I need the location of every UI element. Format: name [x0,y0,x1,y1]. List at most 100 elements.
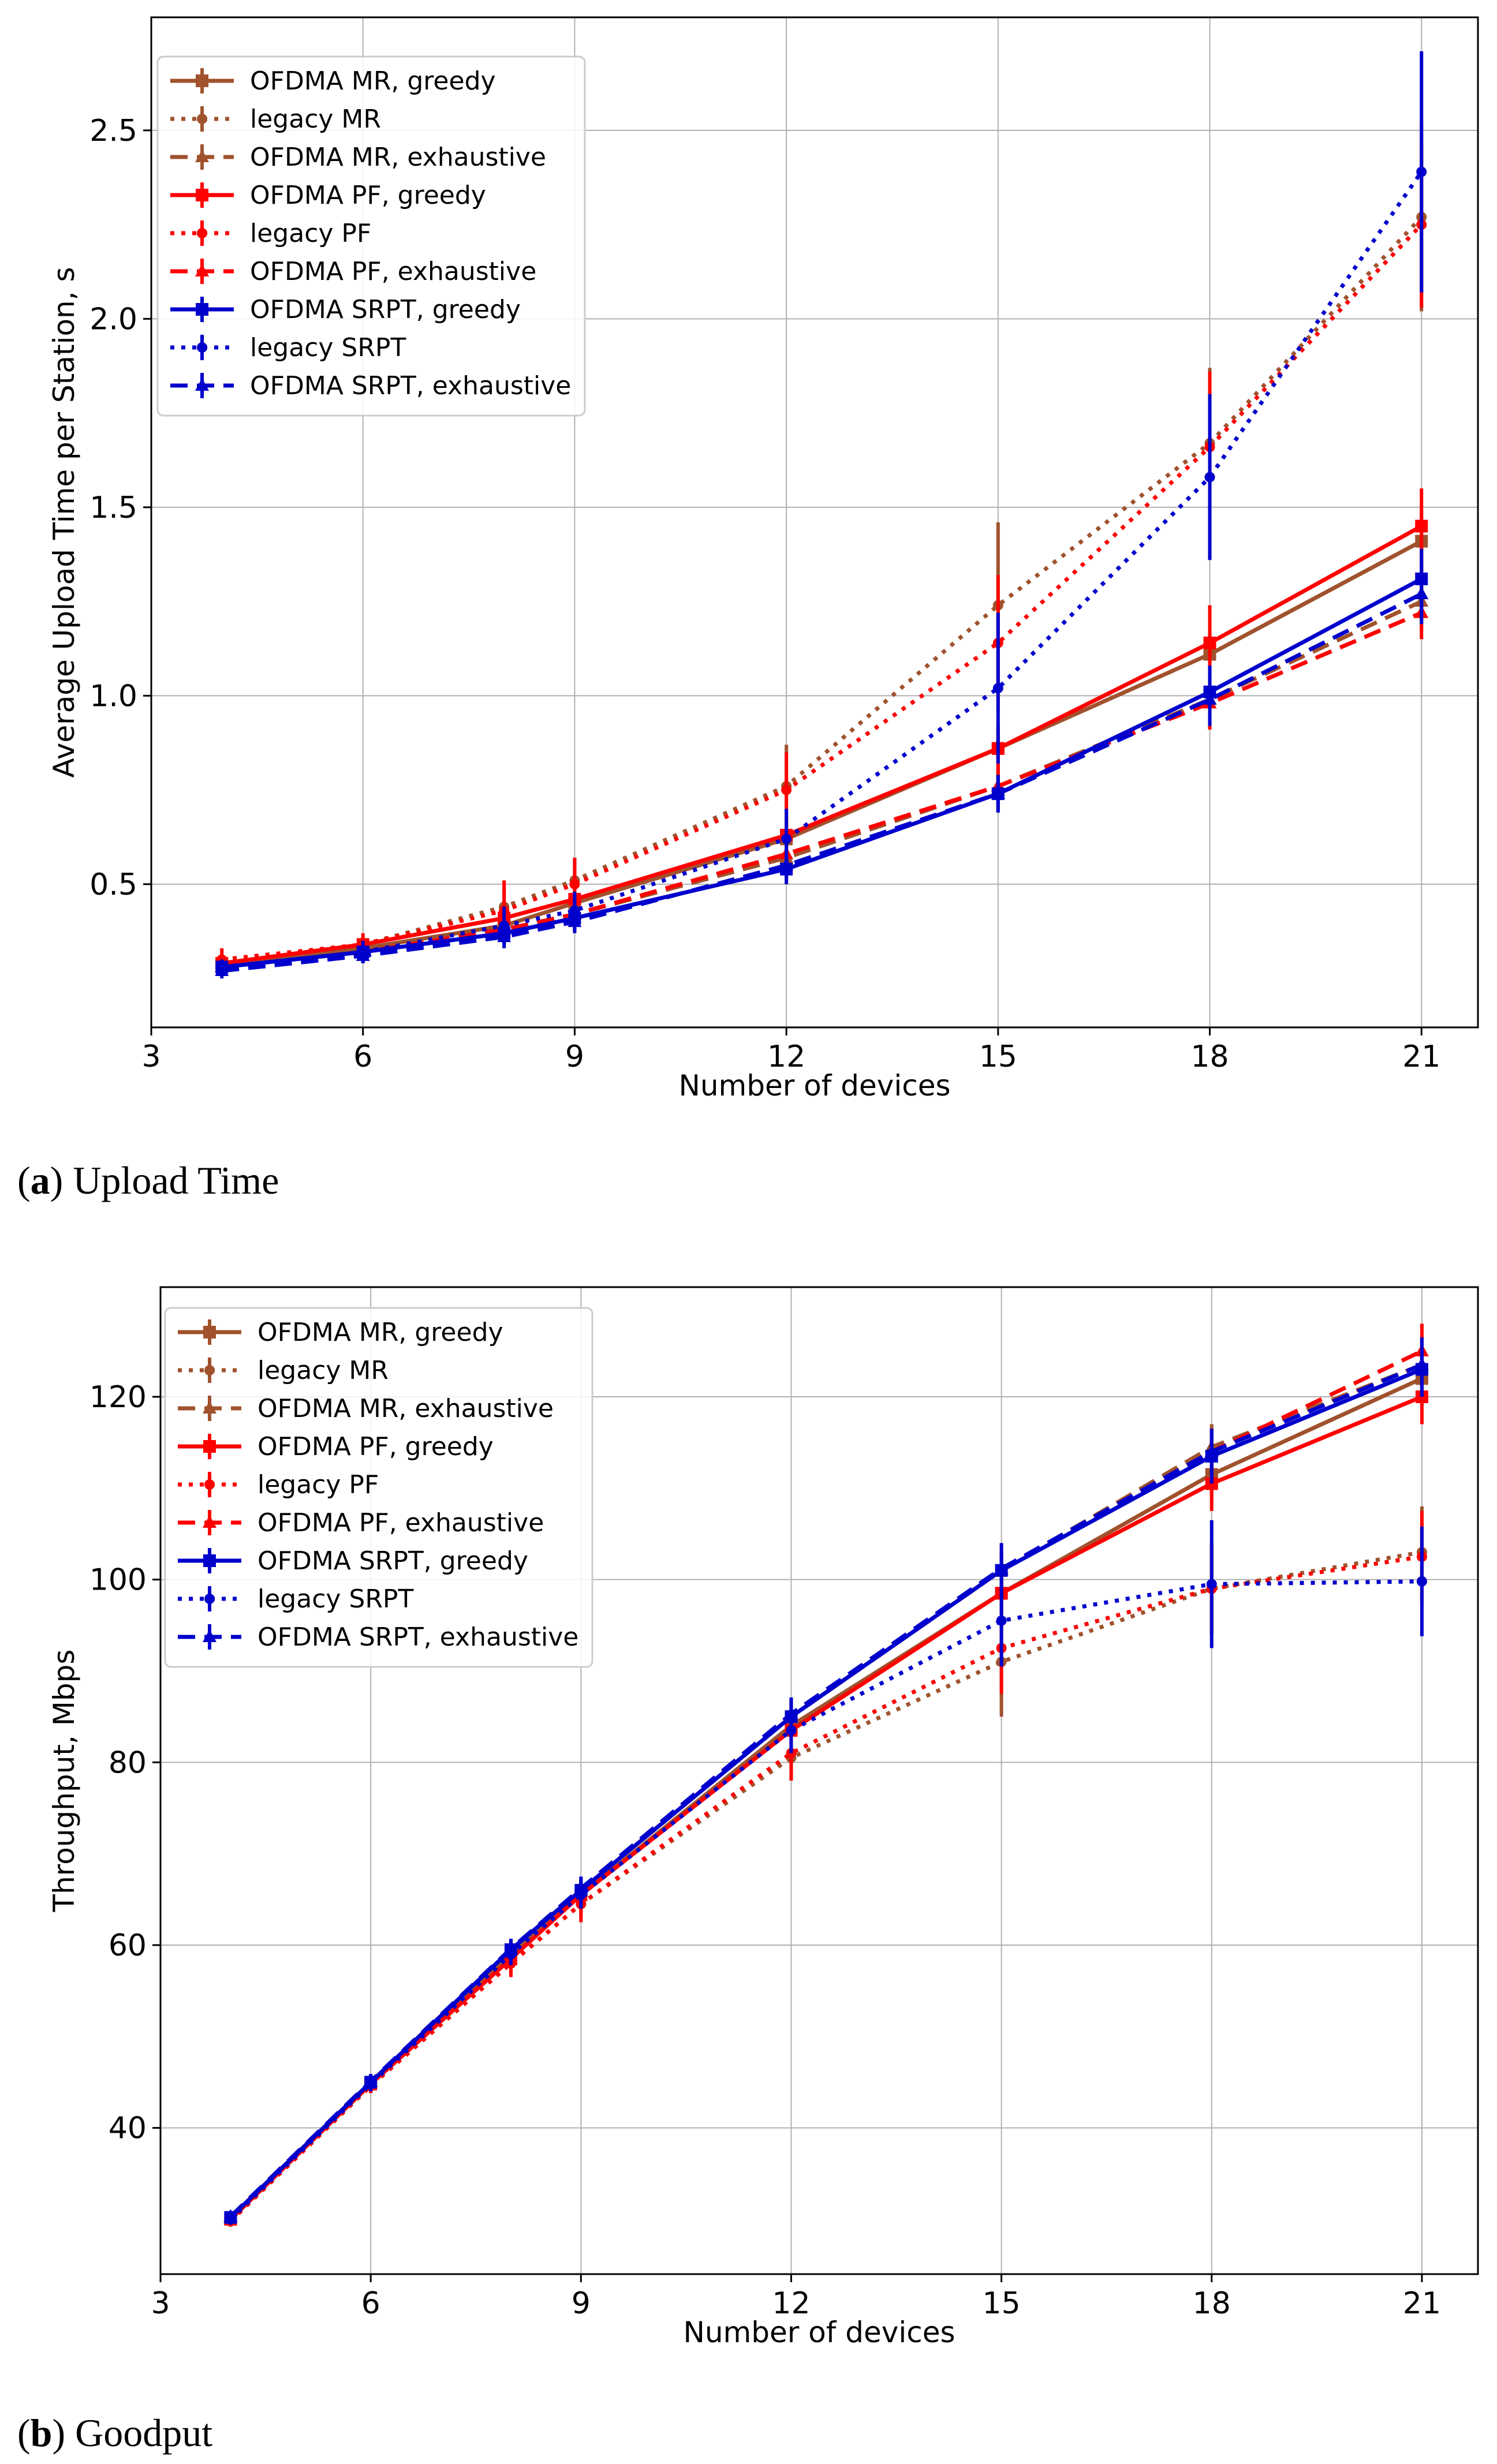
data-point [1206,1579,1217,1590]
legend-label: OFDMA MR, greedy [257,1318,503,1347]
legend-marker [195,149,209,162]
caption-goodput: (b) Goodput [17,2411,212,2455]
legend-marker [203,1401,216,1414]
legend: OFDMA MR, greedy legacy MR OFDMA MR, exhau… [156,55,586,417]
legend-label: OFDMA SRPT, exhaustive [257,1622,578,1652]
series-line [221,223,1423,962]
legend-item: legacy PF [170,219,371,248]
legend-box [164,1307,593,1668]
legend-marker [204,1479,215,1490]
axes-frame [150,16,1479,1029]
series [215,563,1429,979]
x-tick-label: 9 [572,2286,591,2321]
series-line [229,1579,1422,2221]
data-point [1415,519,1428,533]
series-line [221,539,1423,966]
legend-marker [197,342,207,353]
y-tick-label: 100 [89,1563,147,1598]
data-point [574,1880,588,1894]
legend-item: OFDMA PF, exhaustive [170,257,536,286]
legend-marker [195,378,209,391]
series [223,1337,1429,2222]
y-tick-label: 2.5 [89,114,137,148]
data-point [1203,691,1217,705]
legend-marker [196,74,208,87]
caption-letter: a [31,1158,50,1202]
series-group [215,51,1429,979]
y-tick-label: 1.5 [89,491,137,525]
y-tick-label: 80 [109,1745,147,1780]
legend-item: legacy MR [178,1356,389,1385]
legend-label: legacy SRPT [250,333,406,362]
legend-marker [195,264,209,276]
x-tick-label: 9 [565,1040,584,1074]
y-tick-label: 60 [109,1928,147,1963]
data-point [1414,1357,1429,1370]
legend-label: OFDMA MR, greedy [250,66,496,96]
x-axis-label: Number of devices [683,2316,955,2349]
data-point [568,914,582,928]
data-point [503,1941,518,1954]
y-tick-label: 40 [109,2111,147,2146]
data-point [991,786,1005,799]
legend-item: OFDMA PF, exhaustive [178,1508,544,1538]
x-tick-label: 3 [141,1040,160,1074]
legend-label: OFDMA MR, exhaustive [257,1394,554,1423]
x-tick-label: 3 [151,2286,170,2321]
legend-label: OFDMA PF, exhaustive [250,257,536,286]
series [215,571,1429,975]
data-point [1414,586,1429,600]
y-tick-label: 120 [89,1380,147,1415]
caption-upload-time: (a) Upload Time [17,1158,279,1202]
legend-item: OFDMA SRPT, greedy [178,1546,528,1576]
legend-item: OFDMA MR, exhaustive [170,143,546,172]
data-point [569,878,580,889]
caption-paren-close: ) [50,1158,73,1202]
x-axis-label: Number of devices [678,1069,950,1102]
series-line [221,592,1423,973]
caption-letter: b [31,2411,53,2455]
series-line [229,1394,1423,2221]
legend-label: OFDMA SRPT, greedy [257,1546,528,1576]
data-point [992,683,1003,694]
data-point [1204,1444,1219,1457]
x-tick-label: 21 [1402,1040,1440,1074]
upload-time-chart: 3 6 9 12 15 18 21 0.5 1.0 1.5 2.0 2.5 Number of devi… [47,16,1479,1102]
data-point [1416,166,1427,177]
legend-label: legacy MR [257,1356,389,1385]
legend-label: OFDMA PF, greedy [250,181,486,210]
legend-item: legacy SRPT [178,1584,413,1614]
data-point [996,1615,1007,1626]
series [215,488,1428,971]
data-point [364,2073,378,2087]
legend-item: legacy PF [178,1470,379,1500]
x-tick-label: 18 [1190,1040,1229,1074]
caption-text: Goodput [75,2411,212,2455]
series [215,511,1428,971]
y-tick-label: 0.5 [89,868,137,902]
series-line [221,170,1424,970]
legend-item: OFDMA SRPT, exhaustive [170,371,571,401]
legend-marker [203,1440,216,1453]
y-tick-label: 1.0 [89,679,137,713]
caption-paren-open: ( [17,2411,31,2455]
data-point [1416,1576,1427,1587]
data-point [215,963,229,977]
series-line [229,1363,1423,2218]
series-line [221,599,1423,970]
series [215,586,1429,975]
legend-label: legacy MR [250,104,381,134]
legend-label: legacy SRPT [257,1584,413,1614]
legend-item: OFDMA MR, greedy [170,66,496,96]
x-tick-label: 12 [772,2286,810,2321]
legend-marker [204,1594,215,1604]
legend-label: OFDMA PF, exhaustive [257,1508,544,1538]
goodput-chart: 3 6 9 12 15 18 21 40 60 80 100 120 Number of devices… [47,1286,1479,2349]
x-tick-label: 15 [979,1040,1017,1074]
legend-label: OFDMA SRPT, exhaustive [250,371,571,401]
legend-label: legacy PF [257,1470,379,1500]
data-point [781,833,792,844]
y-axis-label: Average Upload Time per Station, s [47,267,81,777]
x-tick-label: 12 [767,1040,805,1074]
